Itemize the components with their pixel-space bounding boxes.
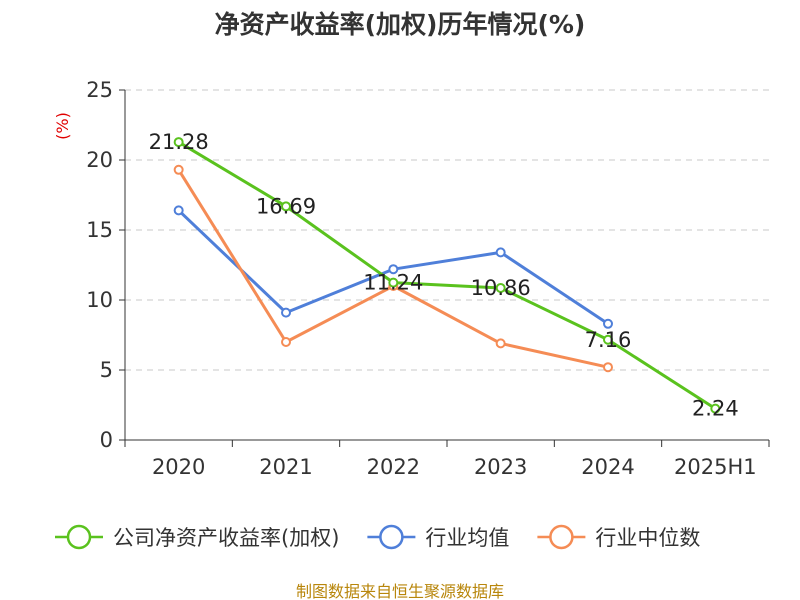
series-1-point-2023 xyxy=(495,247,506,258)
x-tick-label-2020: 2020 xyxy=(152,455,205,479)
y-tick-label-10: 10 xyxy=(86,288,113,312)
y-tick-label-20: 20 xyxy=(86,148,113,172)
series-0-point-2021 xyxy=(281,201,291,212)
y-tick-labels: 0 5 10 15 20 25 xyxy=(86,78,113,452)
series-1-point-2024 xyxy=(603,318,613,329)
series-0-point-2022 xyxy=(388,277,399,288)
series-2-point-2020 xyxy=(173,164,184,175)
y-tick-label-0: 0 xyxy=(100,428,113,452)
series-2-point-2023 xyxy=(495,338,506,349)
gridlines xyxy=(125,89,769,371)
series-line-0 xyxy=(177,140,717,410)
series-0-point-2020 xyxy=(173,137,184,148)
axes xyxy=(119,89,770,447)
data-label-2020: 21.28 xyxy=(149,130,209,154)
y-tick-label-15: 15 xyxy=(86,218,113,242)
x-tick-label-2022: 2022 xyxy=(367,455,420,479)
data-label-2024: 7.16 xyxy=(585,328,632,352)
data-label-2025H1: 2.24 xyxy=(692,397,739,421)
data-label-2021: 16.69 xyxy=(256,194,316,218)
legend-item-2: 行业中位数 xyxy=(537,524,700,550)
series-0 xyxy=(173,137,721,414)
chart-title: 净资产收益率(加权)历年情况(%) xyxy=(215,10,586,39)
y-tick-label-25: 25 xyxy=(86,78,113,102)
series-0-point-2023 xyxy=(495,282,506,293)
legend-marker-0 xyxy=(66,524,92,550)
x-tick-label-2023: 2023 xyxy=(474,455,527,479)
x-tick-label-2024: 2024 xyxy=(581,455,634,479)
series-group xyxy=(173,137,721,414)
legend: 公司净资产收益率(加权) 行业均值 行业中位数 xyxy=(55,524,700,550)
legend-marker-2 xyxy=(549,524,574,550)
x-tick-label-2021: 2021 xyxy=(259,455,312,479)
x-tick-label-2025H1: 2025H1 xyxy=(674,455,757,479)
series-2-point-2021 xyxy=(281,337,291,347)
legend-item-0: 公司净资产收益率(加权) xyxy=(55,524,339,550)
series-2-point-2024 xyxy=(603,362,613,373)
y-tick-label-5: 5 xyxy=(100,358,113,382)
series-1-point-2022 xyxy=(388,264,399,275)
legend-label-1: 行业均值 xyxy=(425,526,509,550)
legend-item-1: 行业均值 xyxy=(367,524,509,550)
legend-marker-1 xyxy=(379,524,404,550)
x-tick-labels: 2020 2021 2022 2023 2024 2025H1 xyxy=(152,455,757,479)
series-1 xyxy=(173,205,613,329)
legend-label-2: 行业中位数 xyxy=(595,526,700,550)
series-0-point-2025H1 xyxy=(710,403,721,414)
series-1-point-2020 xyxy=(173,205,184,216)
series-1-point-2021 xyxy=(281,307,291,318)
legend-label-0: 公司净资产收益率(加权) xyxy=(113,526,339,550)
data-labels: 21.28 16.69 11.24 10.86 7.16 2.24 xyxy=(149,130,739,421)
source-note: 制图数据来自恒生聚源数据库 xyxy=(296,582,504,600)
series-0-point-2024 xyxy=(603,334,613,345)
y-axis-unit: (%) xyxy=(53,112,72,140)
data-label-2023: 10.86 xyxy=(471,276,531,300)
data-label-2022: 11.24 xyxy=(363,271,423,295)
